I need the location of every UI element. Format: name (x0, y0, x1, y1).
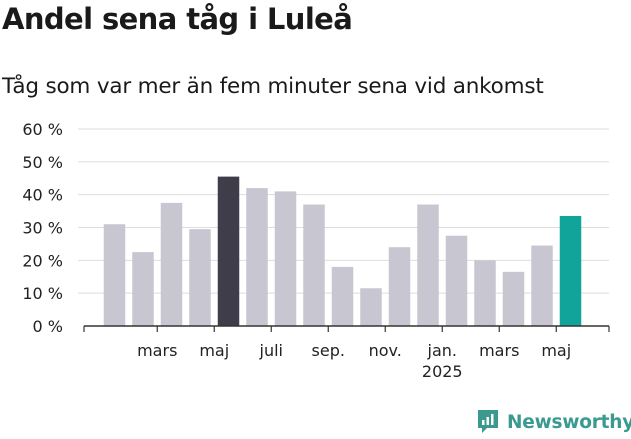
x-tick-label: mars (137, 341, 177, 360)
bar (502, 271, 525, 326)
bar (217, 176, 240, 326)
y-tick-label: 20 % (22, 251, 63, 270)
bar (303, 204, 325, 326)
y-tick-label: 40 % (22, 186, 63, 205)
x-tick-label: sep. (312, 341, 345, 360)
x-tick-label: juli (259, 341, 283, 360)
x-tick-sublabel: 2025 (422, 362, 463, 381)
y-tick-label: 0 % (33, 317, 63, 336)
bar (103, 224, 126, 326)
brand-logo: Newsworthy (476, 408, 631, 436)
x-tick-label: nov. (369, 341, 402, 360)
bar (360, 288, 382, 326)
chart-title: Andel sena tåg i Luleå (2, 2, 353, 36)
x-tick-label: jan. (427, 341, 457, 360)
bar (559, 216, 582, 326)
brand-name: Newsworthy (507, 411, 631, 433)
bar (246, 188, 268, 326)
y-tick-label: 50 % (22, 153, 63, 172)
bar (531, 245, 553, 326)
x-tick-label: maj (541, 341, 571, 360)
bar (417, 204, 439, 326)
y-tick-label: 10 % (22, 284, 63, 303)
y-tick-label: 60 % (22, 120, 63, 139)
bar (388, 247, 411, 326)
bar (445, 235, 468, 326)
bar (132, 252, 154, 326)
newsworthy-logo-icon (478, 410, 498, 433)
bar (331, 266, 354, 326)
y-tick-label: 30 % (22, 219, 63, 238)
bar (160, 202, 183, 326)
x-tick-label: maj (199, 341, 229, 360)
bar (474, 260, 496, 326)
bar (189, 229, 211, 326)
x-tick-label: mars (479, 341, 519, 360)
bar (274, 191, 297, 326)
chart-subtitle: Tåg som var mer än fem minuter sena vid … (2, 74, 544, 99)
